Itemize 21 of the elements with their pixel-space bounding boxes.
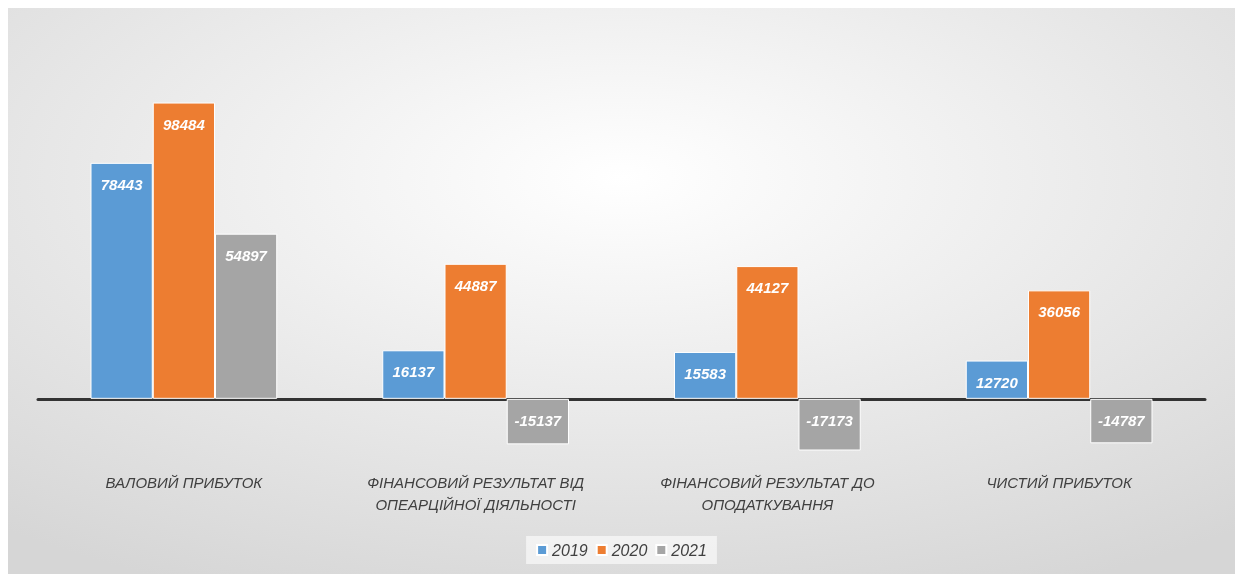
data-label: -15137 [514,411,562,429]
data-label: 15583 [684,364,727,382]
data-label: -17173 [806,411,854,429]
legend-label: 2021 [670,541,707,559]
data-label: 16137 [392,363,435,381]
data-label: 12720 [976,373,1019,391]
data-label: -14787 [1098,411,1146,429]
data-label: 98484 [163,115,206,133]
data-label: 78443 [100,175,144,193]
data-label: 36056 [1038,303,1081,321]
data-label: 44127 [745,279,789,297]
x-tick-label: ФІНАНСОВИЙ РЕЗУЛЬТАТ ВІД ОПЕАРЦІЙНОЇ ДІЯЛЬНОСТІ [367,473,585,513]
legend-label: 2020 [610,541,648,559]
data-label: 54897 [225,246,268,264]
bar [506,398,569,445]
x-tick-label: ЧИСТИЙ ПРИБУТОК [986,473,1133,491]
x-tick-label: ФІНАНСОВИЙ РЕЗУЛЬТАТ ДО ОПОДАТКУВАННЯ [660,473,875,513]
x-tick-label: ВАЛОВИЙ ПРИБУТОК [105,473,264,491]
data-label: 44887 [453,276,498,294]
bar [1090,398,1153,444]
legend-label: 2019 [551,541,588,559]
